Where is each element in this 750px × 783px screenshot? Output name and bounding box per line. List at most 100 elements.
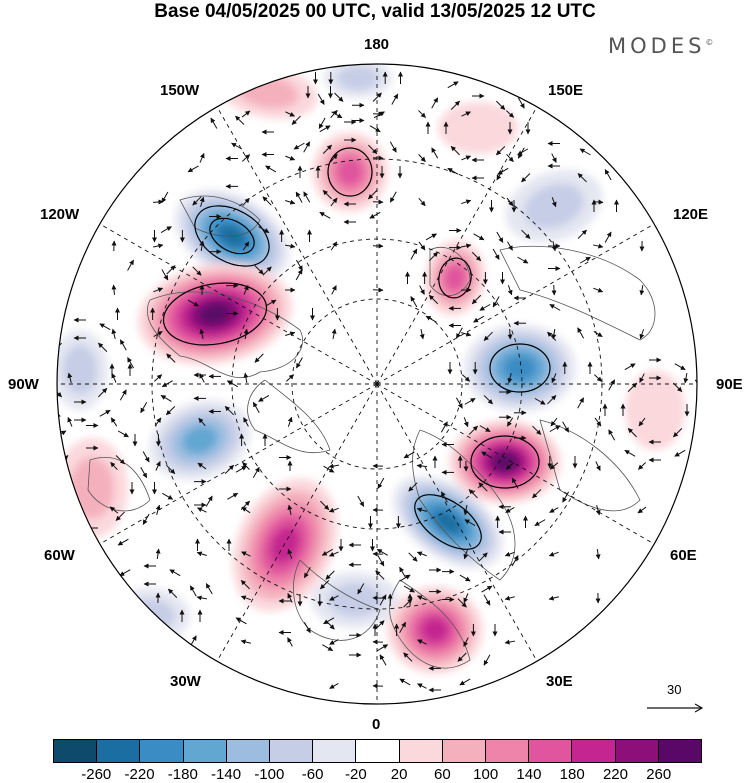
wind-arrow [318, 64, 326, 67]
colorbar-tick-label: 20 [390, 766, 408, 783]
wind-arrow [329, 683, 339, 689]
wind-arrow [595, 505, 601, 516]
wind-arrow [152, 199, 164, 205]
coastline [247, 379, 331, 454]
wind-arrow [604, 169, 612, 181]
wind-arrow [579, 148, 591, 156]
wind-arrow [67, 416, 73, 427]
height-contour [414, 494, 482, 550]
longitude-label-120w: 120W [40, 206, 80, 223]
height-contour [438, 257, 472, 299]
wind-arrow [517, 97, 525, 109]
wind-arrow [459, 678, 471, 686]
wind-arrow [549, 425, 561, 433]
wind-arrow [294, 35, 304, 41]
wind-arrow [328, 463, 340, 469]
colorbar-swatch [657, 740, 702, 762]
wind-arrow [547, 395, 557, 405]
wind-arrow [428, 294, 439, 305]
wind-arrow [428, 251, 439, 262]
meridian-line [376, 218, 664, 385]
wind-arrow [99, 409, 111, 417]
wind-arrow [243, 284, 249, 295]
wind-arrow [357, 495, 365, 507]
colorbar-tick-label: 100 [473, 766, 499, 783]
wind-arrow [241, 551, 251, 557]
wind-arrow [127, 357, 134, 369]
wind-arrow [241, 154, 251, 162]
wind-arrow [521, 173, 531, 183]
wind-arrow [627, 428, 637, 438]
wind-arrow [328, 551, 339, 557]
wind-arrow [153, 374, 163, 382]
wind-arrow [468, 425, 478, 435]
wind-arrow [320, 500, 330, 510]
wind-arrow [593, 374, 603, 382]
wind-arrow [505, 462, 515, 470]
wind-arrow [505, 110, 515, 118]
wind-arrow [418, 197, 426, 207]
wind-arrow [408, 552, 418, 562]
wind-arrow [496, 100, 506, 110]
wind-arrow [323, 617, 335, 625]
wind-arrow [287, 504, 293, 515]
wind-arrow [549, 462, 559, 470]
wind-arrow [287, 637, 293, 647]
longitude-label-90w: 90W [8, 376, 39, 393]
wind-arrow [410, 296, 418, 308]
colorbar-tick-label: 220 [602, 766, 628, 783]
wind-arrow [419, 329, 425, 340]
colorbar-tick-label: -260 [81, 766, 112, 783]
wind-arrow [637, 506, 647, 514]
map-title: Base 04/05/2025 00 UTC, valid 13/05/2025… [154, 1, 596, 22]
wind-arrow [330, 109, 338, 119]
longitude-label-0: 0 [372, 716, 381, 733]
wind-arrow [110, 461, 118, 471]
wind-arrow [111, 284, 117, 296]
height-contour [470, 435, 540, 489]
wind-arrow [254, 265, 264, 275]
wind-arrow [321, 548, 333, 556]
wind-arrow [322, 644, 334, 652]
wind-arrow [117, 538, 129, 546]
wind-arrow [551, 373, 557, 384]
wind-arrow [231, 142, 243, 150]
wind-arrow [303, 622, 311, 634]
wind-arrow [330, 153, 338, 163]
wind-arrow [392, 52, 398, 62]
wind-arrow [115, 511, 125, 521]
meridian-line [376, 383, 664, 550]
wind-arrow [694, 429, 697, 441]
wind-arrow [497, 167, 509, 175]
wind-arrow [369, 125, 381, 133]
colorbar-swatch [182, 740, 226, 762]
wind-arrow [160, 395, 172, 402]
wind-arrow [262, 266, 272, 276]
wind-arrow [287, 416, 293, 427]
colorbar-swatch [614, 740, 658, 762]
wind-arrow [243, 328, 249, 340]
coastline [87, 457, 151, 512]
wind-arrow [210, 64, 218, 67]
wind-arrow [431, 97, 439, 109]
wind-arrow [199, 373, 205, 383]
wind-arrow [479, 425, 491, 433]
wind-arrow [224, 405, 235, 416]
wind-arrow [492, 296, 500, 308]
wind-arrow [418, 110, 426, 118]
wind-arrow [285, 155, 296, 161]
wind-arrow [694, 379, 697, 391]
colorbar-tick-label: 260 [646, 766, 672, 783]
wind-arrow [319, 125, 331, 133]
wind-arrow [287, 548, 293, 559]
wind-arrow [473, 233, 485, 241]
wind-arrow [35, 514, 41, 524]
wind-arrow [483, 331, 493, 341]
wind-arrow [549, 507, 559, 513]
anomaly-shade [327, 582, 383, 618]
wind-arrow [399, 678, 411, 686]
colorbar-swatch [398, 740, 442, 762]
wind-arrow [639, 329, 645, 340]
wind-arrow [507, 241, 513, 251]
wind-arrow [674, 363, 686, 371]
